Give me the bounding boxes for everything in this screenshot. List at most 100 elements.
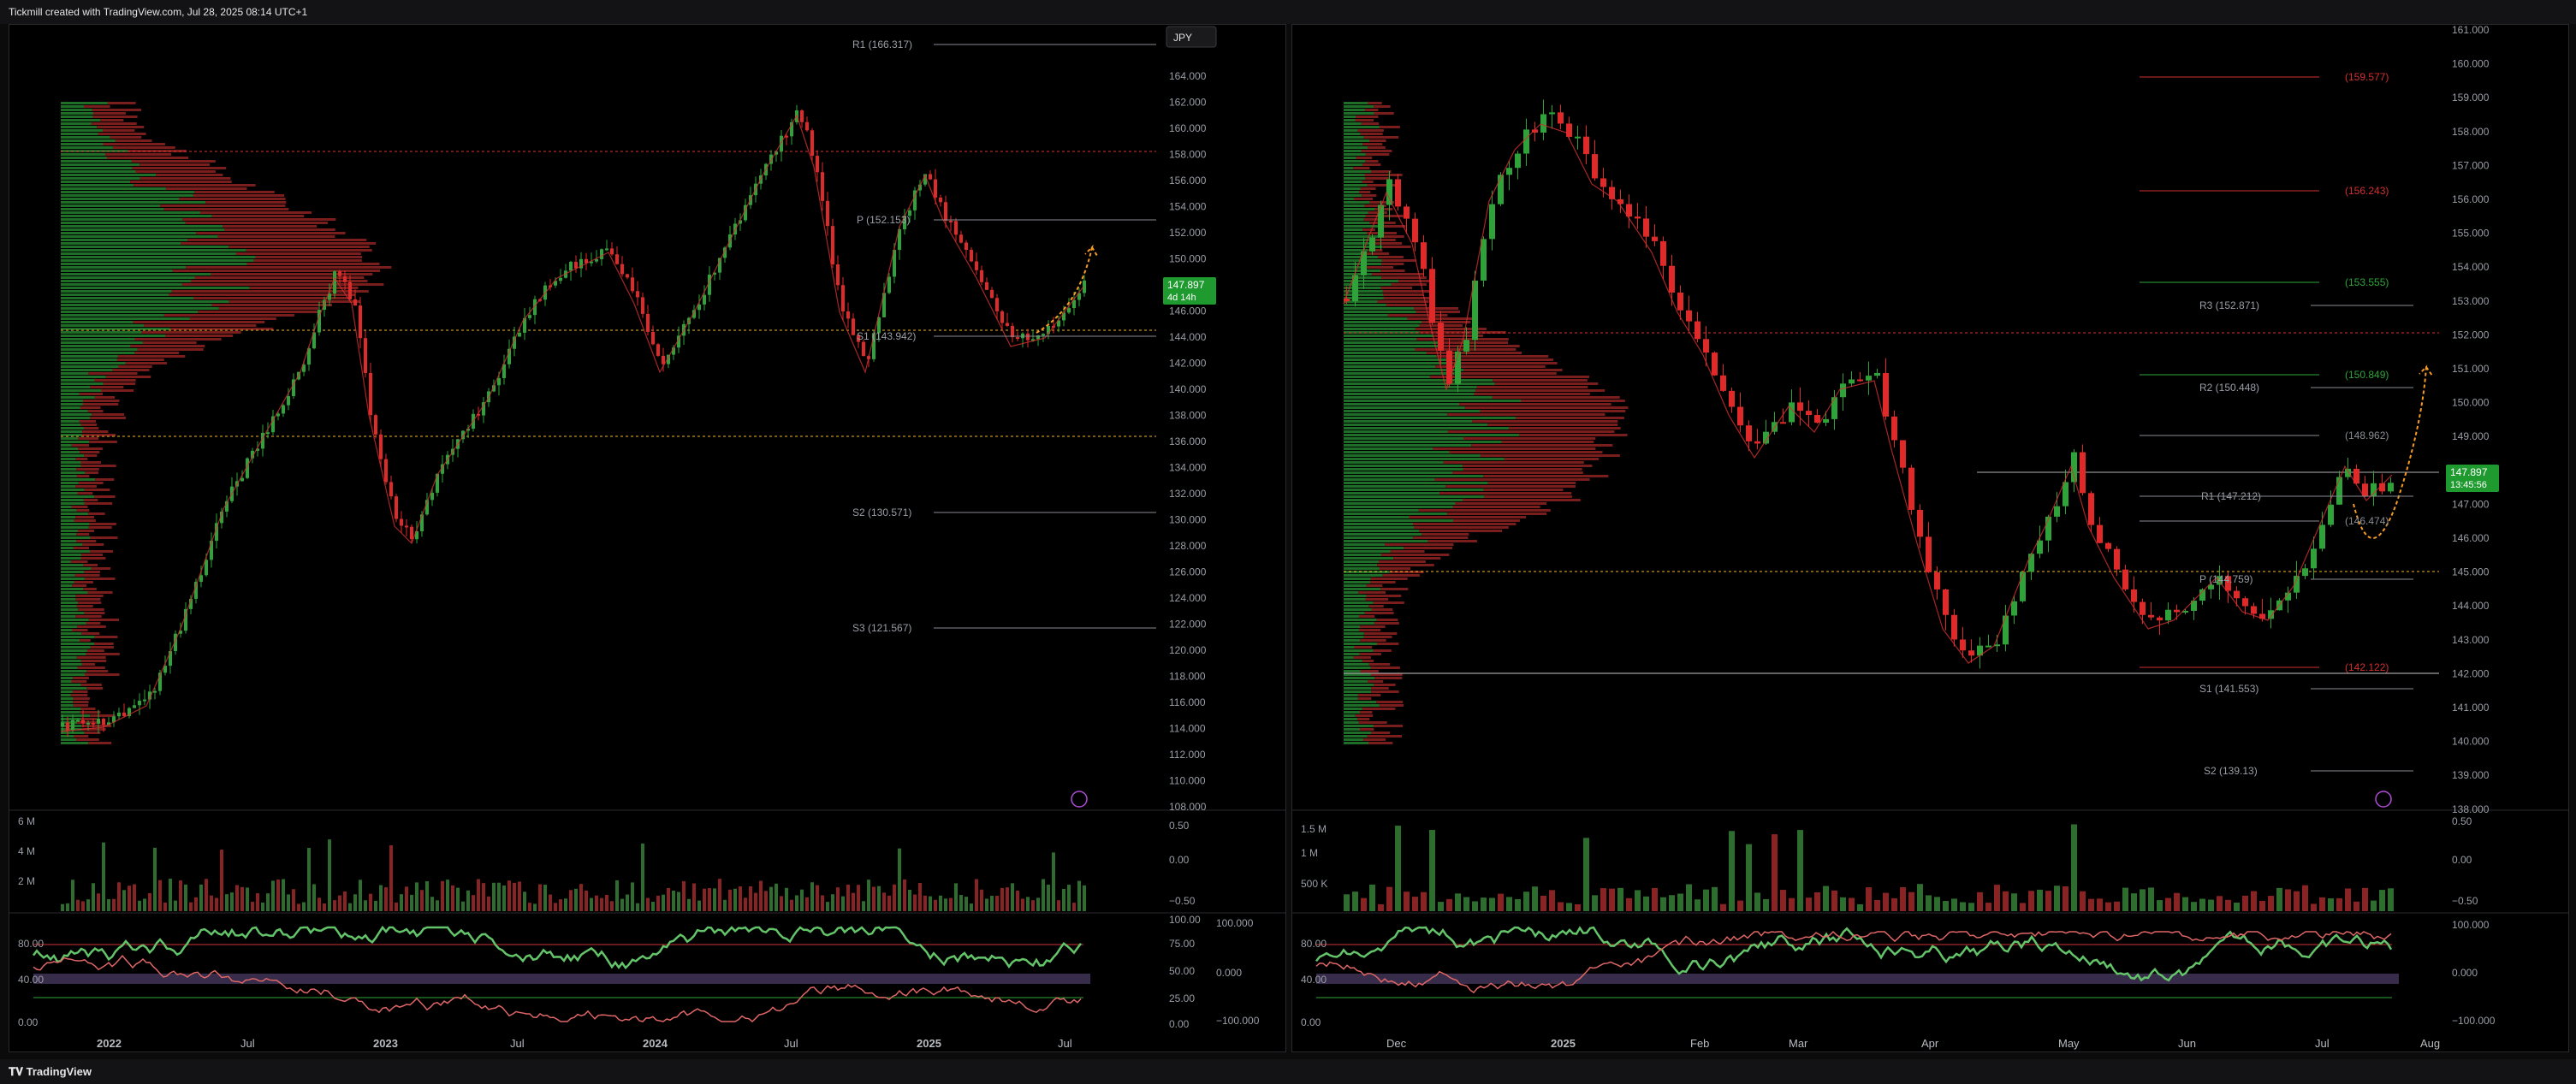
volume-profile-bar: [1344, 372, 1455, 375]
volume-profile-bar: [229, 300, 360, 303]
volume-bar: [169, 879, 172, 911]
volume-bar: [656, 895, 660, 911]
volume-bar: [929, 896, 932, 911]
volume-bar: [2225, 899, 2231, 911]
volume-profile-bar: [61, 304, 212, 306]
volume-profile-bar: [1368, 663, 1391, 666]
volume-profile-bar: [110, 136, 142, 139]
volume-bar: [143, 898, 146, 911]
currency-button[interactable]: [1166, 26, 1217, 48]
chart-pane-left[interactable]: 164.000 162.000 160.000 158.000 156.000 154.0…: [9, 24, 1286, 1052]
volume-profile-bar: [100, 119, 124, 121]
volume-profile-bar: [1344, 489, 1484, 491]
candle-body: [1960, 639, 1966, 651]
osc-left-tick: 0.00: [18, 1016, 39, 1028]
volume-profile-bar: [1353, 198, 1374, 200]
volume-profile-bar: [1379, 567, 1411, 570]
volume-profile-bar: [1344, 458, 1505, 460]
volume-profile-bar: [61, 417, 91, 419]
volume-profile-bar: [61, 554, 82, 556]
volume-bar: [754, 892, 757, 911]
volume-profile-bar: [1344, 228, 1363, 231]
volume-bar: [944, 898, 947, 911]
candle-body: [348, 281, 352, 299]
volume-bar: [348, 903, 352, 911]
volume-bar: [2336, 897, 2342, 911]
volume-profile-bar: [95, 478, 115, 481]
candle-body: [210, 541, 213, 560]
volume-profile-bar: [1452, 471, 1583, 474]
volume-bar: [615, 880, 619, 911]
volume-bar: [1840, 897, 1846, 911]
candle-body: [965, 242, 968, 250]
volume-profile-bar: [61, 458, 76, 460]
right-chart-svg[interactable]: 161.000 160.000 159.000 158.000 157.000 156.0…: [1292, 24, 2568, 1051]
lightning-icon[interactable]: [2375, 791, 2392, 808]
candle-body: [158, 672, 162, 691]
volume-profile-bar: [61, 273, 211, 275]
volume-profile-bar: [1390, 550, 1425, 553]
volume-profile-bar: [187, 239, 367, 241]
volume-bar: [112, 898, 116, 911]
volume-profile-bar: [1344, 242, 1372, 245]
candle-body: [2191, 601, 2197, 611]
candle-body: [590, 261, 593, 264]
volume-bar: [446, 880, 449, 911]
volume-profile-bar: [1344, 492, 1440, 495]
candle-body: [1977, 645, 1983, 656]
volume-bar: [2311, 903, 2317, 911]
volume-profile-bar: [61, 595, 76, 597]
candle-body: [513, 336, 516, 349]
volume-bar: [1737, 900, 1743, 911]
volume-bar: [651, 901, 655, 911]
volume-bar: [2259, 900, 2265, 911]
lightning-icon[interactable]: [1071, 791, 1088, 808]
volume-profile-bar: [1344, 297, 1384, 299]
time-axis-label: Apr: [1921, 1037, 1939, 1050]
volume-profile-bar: [61, 293, 169, 296]
volume-bar: [718, 879, 721, 911]
volume-profile-bar: [61, 376, 106, 378]
volume-profile-bar: [61, 540, 77, 542]
candle-body: [672, 347, 675, 355]
volume-profile-bar: [1380, 235, 1404, 238]
volume-bar: [2054, 886, 2060, 911]
volume-bar: [1754, 892, 1760, 911]
time-axis-label: Mar: [1789, 1037, 1808, 1050]
volume-profile-bar: [1483, 475, 1609, 477]
volume-profile-bar: [61, 163, 140, 166]
volume-bar: [1378, 903, 1384, 911]
volume-profile-bar: [73, 677, 89, 679]
pivot-label: (153.555): [2345, 276, 2389, 288]
volume-profile-bar: [61, 225, 223, 228]
volume-profile-bar: [139, 177, 231, 180]
volume-profile-bar: [61, 256, 256, 258]
candle-body: [569, 262, 573, 271]
volume-bar: [2294, 891, 2300, 911]
volume-profile-bar: [90, 417, 126, 419]
candle-body: [2063, 482, 2069, 506]
volume-profile-bar: [61, 601, 79, 604]
volume-profile-bar: [165, 335, 234, 337]
left-chart-svg[interactable]: 164.000 162.000 160.000 158.000 156.000 154.0…: [9, 25, 1285, 1051]
candle-body: [163, 666, 167, 673]
volume-profile-bar: [76, 656, 106, 659]
candle-body: [374, 415, 377, 435]
volume-profile-bar: [1371, 690, 1399, 693]
candle-body: [554, 281, 557, 286]
volume-bar: [554, 903, 557, 911]
volume-profile-bar: [1377, 256, 1404, 258]
volume-profile-bar: [1344, 523, 1414, 525]
candle-body: [831, 226, 834, 265]
candle-body: [533, 299, 537, 316]
volume-profile-bar: [1344, 122, 1362, 125]
volume-profile-bar: [1344, 499, 1463, 501]
volume-profile-bar: [61, 482, 79, 484]
volume-profile-bar: [1344, 485, 1446, 488]
chart-pane-right[interactable]: 161.000 160.000 159.000 158.000 157.000 156.0…: [1291, 24, 2569, 1052]
volume-profile-bar: [61, 136, 110, 139]
volume-bar: [1908, 891, 1914, 911]
volume-profile-bar: [1344, 417, 1516, 419]
volume-profile-bar: [61, 684, 81, 686]
volume-bar: [328, 839, 331, 911]
